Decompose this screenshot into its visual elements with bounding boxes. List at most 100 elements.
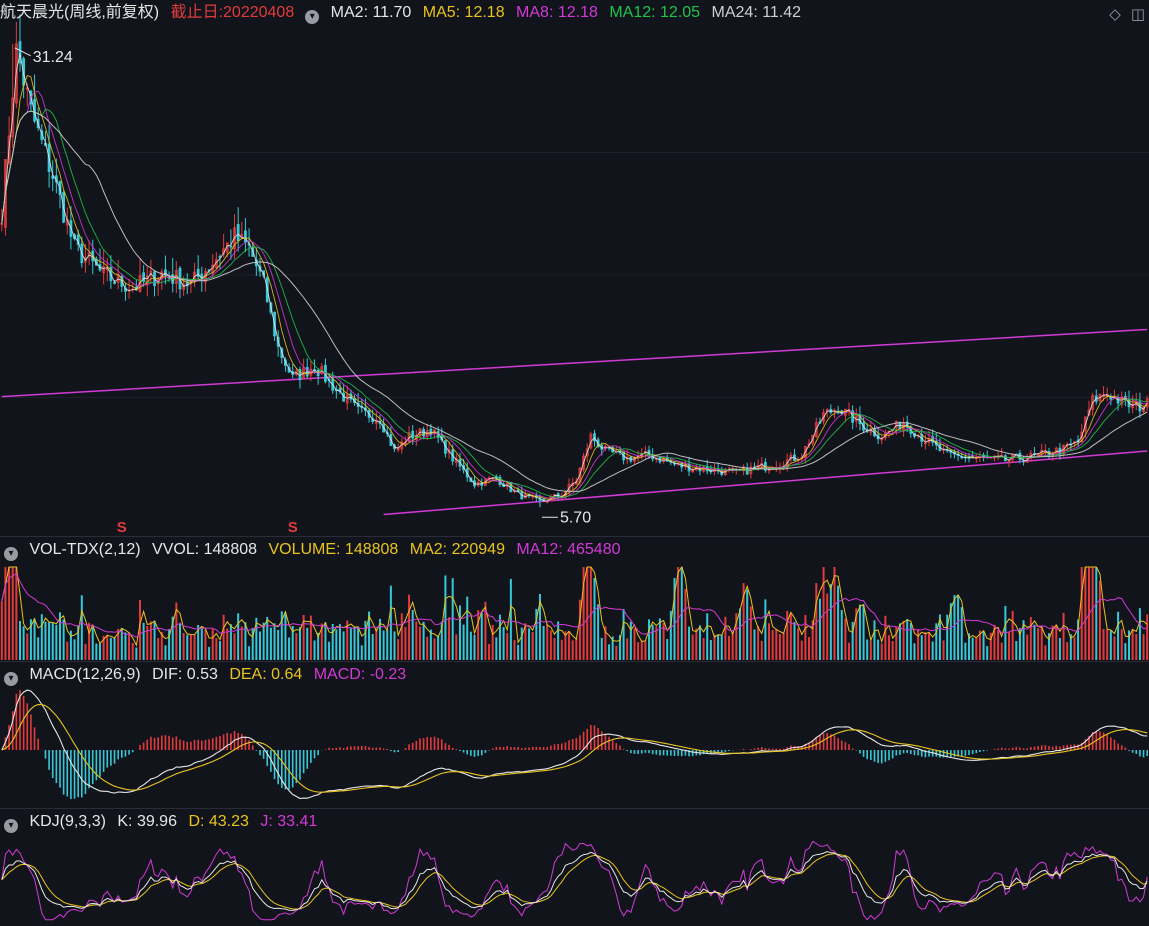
macd-panel[interactable]: ▾ MACD(12,26,9) DIF: 0.53 DEA: 0.64 MACD…: [0, 662, 1149, 808]
volume-bar: [280, 611, 283, 660]
volume-bar: [775, 628, 778, 660]
volume-bar: [138, 599, 141, 660]
volume-bar: [928, 632, 931, 660]
volume-bar: [913, 643, 916, 660]
volume-bar: [858, 604, 861, 660]
volume-bar: [720, 635, 723, 660]
volume-bar: [880, 643, 883, 660]
volume-bar: [8, 567, 11, 660]
volume-bar: [644, 640, 647, 660]
volume-bar: [229, 624, 232, 660]
volume-bar: [993, 624, 996, 660]
volume-bar: [248, 646, 251, 660]
volume-bar: [917, 629, 920, 660]
volume-bar: [1128, 630, 1131, 660]
ma-line-ma5: [1, 75, 1148, 500]
volume-bar: [793, 621, 796, 660]
volume-bar: [255, 617, 258, 660]
volume-bar: [637, 642, 640, 660]
volume-bar: [808, 637, 811, 660]
kdj-title: KDJ(9,3,3): [29, 813, 106, 830]
candle-body: [182, 283, 186, 290]
divider: [0, 536, 1149, 537]
volume-bar: [564, 631, 567, 660]
ma24-value: MA24: 11.42: [711, 4, 802, 21]
chevron-down-icon[interactable]: ▾: [305, 10, 320, 24]
volume-bar: [1044, 645, 1047, 660]
price-panel[interactable]: 31.24 5.70 S S 航天晨光(周线,前复权) 截止日:20220408 ▾ M…: [0, 0, 1149, 536]
volume-bar: [33, 618, 36, 660]
volume-bar: [964, 642, 967, 660]
panel-layout-icon[interactable]: ◫: [1130, 6, 1145, 23]
volume-bar: [37, 637, 40, 660]
volume-bar: [375, 628, 378, 660]
volume-bar: [215, 638, 218, 660]
volume-bar: [222, 614, 225, 660]
volume-bar: [168, 629, 171, 660]
volume-bar: [1040, 626, 1043, 660]
volume-bar: [218, 641, 221, 660]
volume-bar: [538, 593, 541, 660]
volume-bar: [895, 626, 898, 660]
kdj-chart[interactable]: [0, 809, 1149, 926]
chevron-down-icon[interactable]: ▾: [4, 672, 18, 686]
volume-title: VOL-TDX(2,12): [29, 541, 141, 558]
volume-bar: [695, 628, 698, 660]
volume-bar: [371, 634, 374, 660]
volume-bar: [328, 641, 331, 660]
candle-body: [145, 275, 149, 285]
volume-bar: [589, 567, 592, 660]
kdj-panel[interactable]: ▾ KDJ(9,3,3) K: 39.96 D: 43.23 J: 33.41: [0, 809, 1149, 926]
candle-body: [233, 227, 236, 250]
volume-bar: [586, 567, 589, 660]
chevron-down-icon[interactable]: ▾: [4, 819, 18, 833]
candle-body: [138, 275, 142, 292]
candle-body: [1087, 409, 1091, 416]
volume-bar: [291, 626, 294, 660]
volume-bar: [658, 618, 661, 660]
volume-bar: [382, 630, 385, 660]
candlestick-chart[interactable]: 31.24 5.70 S S: [0, 0, 1149, 536]
volume-bar: [517, 644, 520, 660]
volume-bar: [1098, 580, 1101, 660]
candle-body: [582, 455, 585, 470]
volume-bar: [1058, 638, 1061, 660]
volume-bar: [149, 621, 152, 660]
volume-bar: [757, 626, 760, 660]
volume-bar: [338, 624, 341, 660]
volume-bar: [55, 624, 58, 660]
volume-bar: [1095, 567, 1098, 660]
macd-chart[interactable]: [0, 662, 1149, 808]
volume-chart[interactable]: [0, 537, 1149, 661]
volume-bar: [273, 623, 276, 660]
volume-bar: [731, 632, 734, 660]
candle-body: [1142, 407, 1145, 413]
volume-bar: [160, 631, 163, 660]
volume-bar: [298, 627, 301, 660]
volume-header: ▾ VOL-TDX(2,12) VVOL: 148808 VOLUME: 148…: [0, 537, 628, 563]
volume-bar: [946, 614, 949, 660]
volume-bar: [1048, 633, 1051, 660]
volume-bar: [346, 620, 349, 660]
volume-bar: [869, 641, 872, 660]
chevron-down-icon[interactable]: ▾: [4, 547, 18, 561]
volume-panel[interactable]: ▾ VOL-TDX(2,12) VVOL: 148808 VOLUME: 148…: [0, 537, 1149, 661]
volume-bar: [1051, 625, 1054, 660]
candle-body: [585, 448, 589, 457]
volume-bar: [949, 603, 952, 660]
volume-bar: [877, 639, 880, 660]
dif-value: DIF: 0.53: [152, 666, 218, 683]
volume-bar: [353, 626, 356, 660]
volume-bar: [251, 627, 254, 660]
volume-bar: [426, 636, 429, 660]
volume-bar: [164, 645, 167, 660]
volume-bar: [604, 626, 607, 660]
dea-line: [1, 704, 1148, 793]
candle-body: [1116, 397, 1120, 404]
volume-bar: [131, 642, 134, 660]
volume-bar: [942, 640, 945, 660]
volume-bar: [240, 626, 243, 660]
volume-bar: [1124, 643, 1127, 660]
volume-bar: [706, 613, 709, 660]
diamond-icon[interactable]: ◇: [1109, 6, 1121, 23]
